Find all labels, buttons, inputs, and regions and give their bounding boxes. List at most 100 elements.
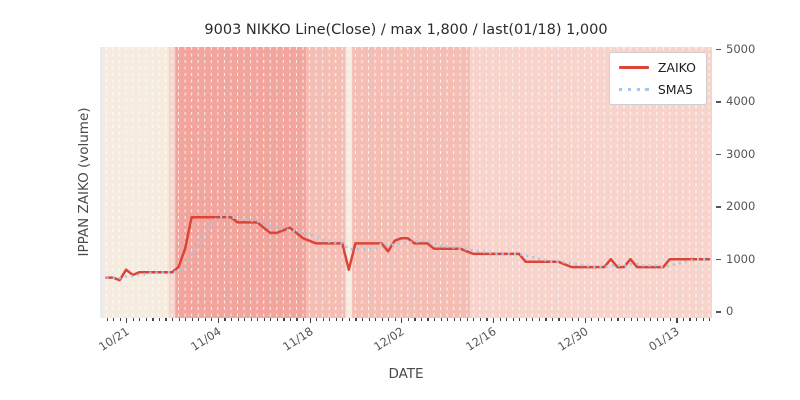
x-minor-tick	[414, 318, 416, 321]
x-minor-tick	[139, 318, 141, 321]
x-minor-tick	[244, 318, 246, 321]
x-minor-tick	[656, 318, 658, 321]
x-major-tick	[126, 318, 128, 323]
x-minor-tick	[420, 318, 423, 321]
x-minor-tick	[198, 318, 200, 321]
x-minor-tick	[434, 318, 436, 321]
x-minor-tick	[270, 318, 272, 321]
zaiko-line-swatch	[618, 66, 649, 69]
x-minor-tick	[165, 318, 167, 321]
y-tick-mark	[716, 153, 721, 156]
x-minor-tick	[407, 318, 409, 321]
x-minor-tick	[348, 318, 351, 321]
sma5-dots-swatch	[618, 87, 649, 92]
x-minor-tick	[113, 318, 115, 321]
x-major-tick	[217, 318, 220, 323]
x-minor-tick	[158, 318, 161, 321]
x-minor-tick	[178, 318, 180, 321]
x-minor-tick	[486, 318, 488, 321]
x-minor-tick	[427, 318, 429, 321]
x-minor-tick	[532, 318, 534, 321]
x-minor-tick	[565, 318, 567, 321]
x-minor-tick	[257, 318, 259, 321]
x-minor-tick	[106, 318, 108, 321]
x-minor-tick	[224, 318, 226, 321]
y-tick-label: 1000	[726, 251, 756, 266]
x-minor-tick	[630, 318, 632, 321]
x-minor-tick	[119, 318, 121, 321]
y-tick-label: 4000	[726, 94, 756, 109]
x-minor-tick	[335, 318, 337, 321]
x-minor-tick	[617, 318, 619, 321]
x-minor-tick	[637, 318, 639, 321]
legend-item-sma5: SMA5	[618, 81, 696, 98]
x-major-tick	[584, 318, 586, 323]
x-minor-tick	[440, 318, 442, 321]
x-minor-tick	[250, 318, 252, 321]
x-minor-tick	[152, 318, 154, 321]
x-minor-tick	[237, 318, 239, 321]
x-minor-tick	[682, 318, 685, 321]
x-minor-tick	[322, 318, 324, 321]
x-minor-tick	[145, 318, 147, 321]
x-minor-tick	[447, 318, 449, 321]
x-minor-tick	[342, 318, 344, 321]
x-minor-tick	[709, 318, 711, 321]
x-minor-tick	[230, 318, 233, 321]
x-minor-tick	[597, 318, 599, 321]
x-minor-tick	[689, 318, 691, 321]
x-minor-tick	[571, 318, 573, 321]
x-minor-tick	[211, 318, 213, 321]
x-minor-tick	[375, 318, 377, 321]
x-minor-tick	[578, 318, 580, 321]
x-minor-tick	[538, 318, 540, 321]
x-minor-tick	[316, 318, 318, 321]
x-minor-tick	[545, 318, 547, 321]
legend-label-sma5: SMA5	[657, 82, 694, 97]
x-minor-tick	[296, 318, 298, 321]
x-minor-tick	[466, 318, 468, 321]
x-minor-tick	[702, 318, 704, 321]
x-minor-tick	[355, 318, 357, 321]
x-minor-tick	[289, 318, 292, 321]
x-minor-tick	[696, 318, 698, 321]
x-minor-tick	[479, 318, 482, 321]
y-tick-mark	[716, 206, 721, 208]
x-minor-tick	[663, 318, 665, 321]
x-minor-tick	[506, 318, 508, 321]
x-major-tick	[676, 318, 678, 323]
x-minor-tick	[172, 318, 174, 321]
x-minor-tick	[329, 318, 331, 321]
x-minor-tick	[132, 318, 134, 321]
x-minor-tick	[283, 318, 285, 321]
x-minor-tick	[191, 318, 193, 321]
legend-label-zaiko: ZAIKO	[657, 60, 696, 75]
x-minor-tick	[388, 318, 390, 321]
x-minor-tick	[185, 318, 187, 321]
x-minor-tick	[460, 318, 462, 321]
y-tick-mark	[716, 48, 721, 51]
chart-title: 9003 NIKKO Line(Close) / max 1,800 / las…	[204, 22, 608, 38]
x-minor-tick	[525, 318, 527, 321]
x-minor-tick	[512, 318, 514, 321]
x-minor-tick	[643, 318, 645, 321]
y-tick-label: 5000	[726, 41, 756, 56]
x-axis-label: DATE	[388, 366, 424, 382]
x-minor-tick	[558, 318, 560, 321]
legend-item-zaiko: ZAIKO	[618, 59, 696, 76]
x-minor-tick	[519, 318, 521, 321]
y-tick-mark	[716, 101, 721, 103]
x-minor-tick	[610, 318, 613, 321]
x-minor-tick	[263, 318, 265, 321]
x-minor-tick	[361, 318, 364, 321]
x-minor-tick	[591, 318, 593, 321]
x-minor-tick	[276, 318, 278, 321]
x-minor-tick	[381, 318, 383, 321]
x-minor-tick	[453, 318, 455, 321]
plot-area: ZAIKO SMA5	[100, 47, 712, 318]
x-major-tick	[401, 318, 403, 323]
x-minor-tick	[473, 318, 475, 321]
y-tick-label: 3000	[726, 146, 756, 161]
y-tick-label: 0	[726, 304, 734, 319]
